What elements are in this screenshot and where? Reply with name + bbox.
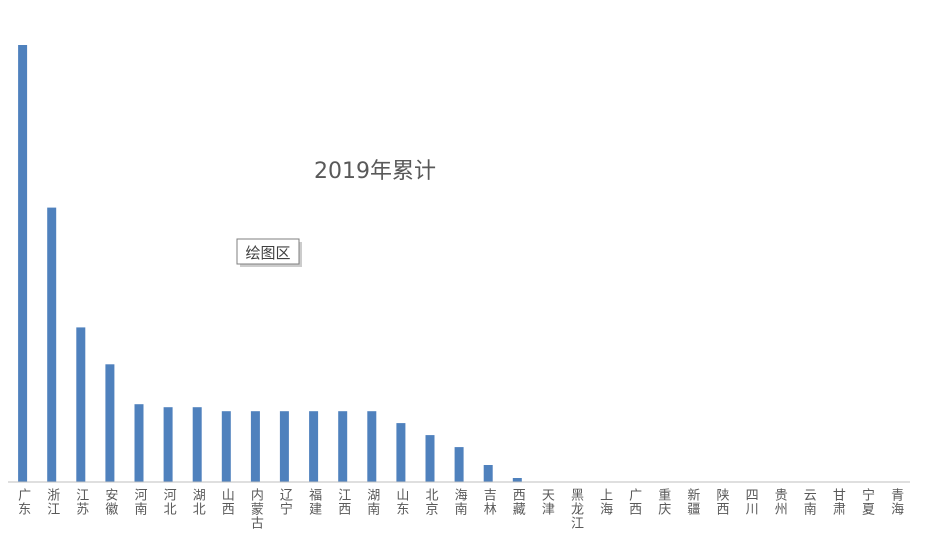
bar-9 xyxy=(250,411,260,482)
bar-15 xyxy=(425,435,435,482)
bar-12 xyxy=(338,411,348,482)
bar-6 xyxy=(163,407,173,482)
x-tick-label-10: 辽宁 xyxy=(277,488,293,516)
x-tick-label-2: 浙江 xyxy=(44,488,60,516)
bar-5 xyxy=(134,404,144,482)
bar-1 xyxy=(18,45,28,482)
x-tick-label-21: 上海 xyxy=(597,488,613,516)
tooltip-text: 绘图区 xyxy=(245,244,290,262)
x-tick-label-18: 西藏 xyxy=(510,488,526,516)
bar-16 xyxy=(454,447,464,482)
bar-17 xyxy=(483,465,493,482)
bar-10 xyxy=(279,411,289,482)
x-tick-label-27: 贵州 xyxy=(772,488,788,516)
x-tick-label-13: 湖南 xyxy=(364,488,380,516)
x-tick-label-23: 重庆 xyxy=(655,487,671,516)
x-tick-label-3: 江苏 xyxy=(73,488,89,516)
plot-area-tooltip: 绘图区 xyxy=(236,238,302,267)
bar-14 xyxy=(396,423,406,482)
x-tick-label-6: 河北 xyxy=(161,488,177,516)
x-tick-label-17: 吉林 xyxy=(481,488,497,516)
x-tick-label-31: 青海 xyxy=(888,488,904,516)
bar-13 xyxy=(367,411,377,482)
x-tick-label-29: 甘肃 xyxy=(830,488,846,516)
bar-11 xyxy=(309,411,319,482)
x-tick-label-8: 山西 xyxy=(219,488,235,516)
x-tick-label-20: 黑龙江 xyxy=(568,488,584,530)
bar-7 xyxy=(192,407,202,482)
bar-8 xyxy=(221,411,231,482)
bar-18 xyxy=(512,478,522,482)
x-tick-label-15: 北京 xyxy=(423,488,439,516)
bars-layer xyxy=(18,45,522,482)
x-tick-label-26: 四川 xyxy=(743,488,759,516)
x-tick-label-14: 山东 xyxy=(393,488,409,516)
chart-title: 2019年累计 xyxy=(314,159,436,184)
x-tick-label-16: 海南 xyxy=(452,488,468,516)
x-axis-labels: 广东 浙江 江苏 安徽 河南 河北 湖北 山西 内蒙古 辽宁 福建 江西 湖南 山东 北京 海南 吉林 西藏 天津黑… xyxy=(15,487,904,530)
bar-3 xyxy=(76,327,86,482)
x-tick-label-9: 内蒙古 xyxy=(248,487,264,530)
x-tick-label-24: 新疆 xyxy=(684,487,700,516)
x-tick-label-25: 陕西 xyxy=(714,488,730,516)
x-tick-label-1: 广东 xyxy=(15,488,31,516)
bar-2 xyxy=(47,207,57,482)
x-tick-label-22: 广西 xyxy=(626,488,642,516)
bar-4 xyxy=(105,364,115,482)
x-tick-label-7: 湖北 xyxy=(190,488,206,516)
x-tick-label-30: 宁夏 xyxy=(859,487,875,516)
x-tick-label-4: 安徽 xyxy=(102,488,118,516)
x-tick-label-12: 江西 xyxy=(335,488,351,516)
x-tick-label-28: 云南 xyxy=(801,488,817,516)
x-tick-label-19: 天津 xyxy=(539,488,555,516)
x-tick-label-11: 福建 xyxy=(306,488,322,516)
x-tick-label-5: 河南 xyxy=(132,488,148,516)
